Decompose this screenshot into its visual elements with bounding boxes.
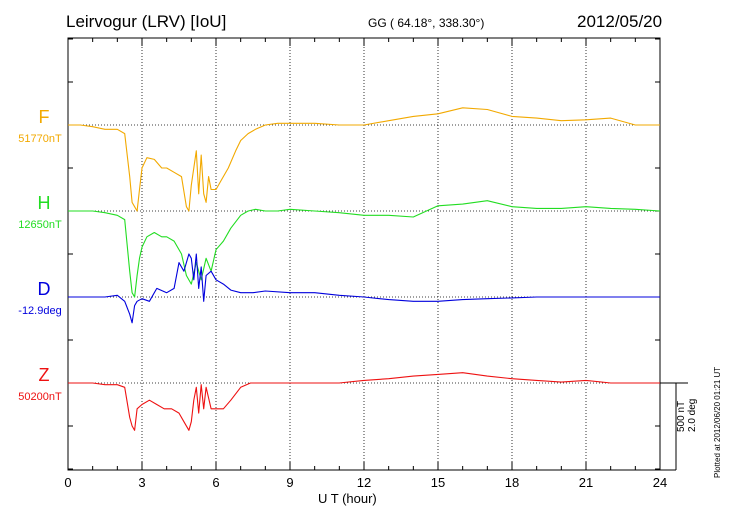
baseline-value-f: 51770nT [18, 133, 62, 145]
station-title: Leirvogur (LRV) [IoU] [66, 12, 227, 31]
component-label-d: D [38, 279, 51, 299]
x-tick-label: 6 [212, 475, 219, 490]
component-label-h: H [38, 193, 51, 213]
component-label-f: F [39, 107, 50, 127]
geographic-coords: GG ( 64.18°, 338.30°) [368, 16, 485, 30]
plotted-timestamp: Plotted at 2012/06/20 01:21 UT [713, 366, 722, 478]
x-tick-label: 15 [431, 475, 445, 490]
baseline-value-h: 12650nT [18, 219, 62, 231]
x-tick-label: 9 [286, 475, 293, 490]
x-tick-label: 0 [64, 475, 71, 490]
date-label: 2012/05/20 [577, 12, 663, 31]
trace-f [68, 107, 660, 212]
component-label-z: Z [39, 365, 50, 385]
x-tick-label: 24 [653, 475, 667, 490]
x-axis-label: U T (hour) [318, 491, 377, 506]
x-tick-label: 21 [579, 475, 593, 490]
scale-label: 500 nT 2.0 deg [676, 398, 698, 432]
baseline-value-d: -12.9deg [18, 305, 61, 317]
x-tick-label: 18 [505, 475, 519, 490]
trace-h [68, 200, 661, 298]
x-tick-label: 12 [357, 475, 371, 490]
trace-z [68, 372, 660, 431]
baseline-value-z: 50200nT [18, 391, 62, 403]
x-tick-label: 3 [138, 475, 145, 490]
trace-d [68, 253, 660, 324]
